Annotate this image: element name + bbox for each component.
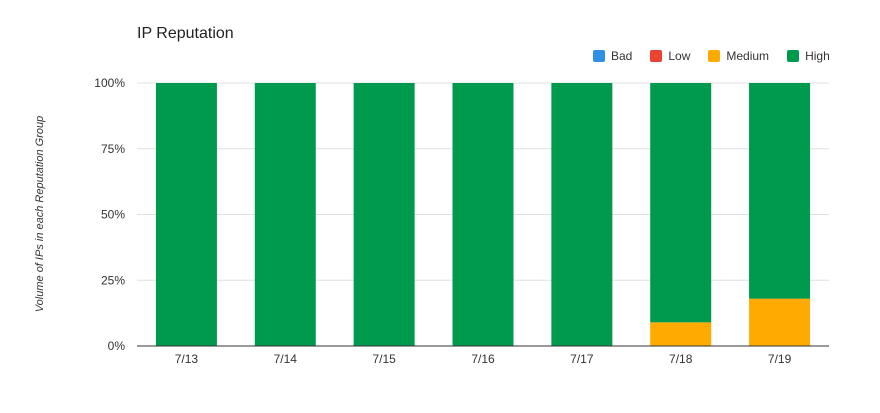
- x-tick-label: 7/13: [175, 352, 199, 366]
- bar-segment-high[interactable]: [353, 83, 415, 346]
- bar-segment-high[interactable]: [155, 83, 217, 346]
- legend-label-high: High: [805, 49, 830, 63]
- legend-item-low[interactable]: Low: [650, 49, 690, 63]
- legend-swatch-bad: [593, 50, 605, 62]
- legend-label-bad: Bad: [611, 49, 633, 63]
- x-tick-label: 7/14: [274, 352, 298, 366]
- bar-segment-high[interactable]: [254, 83, 316, 346]
- legend-item-medium[interactable]: Medium: [708, 49, 769, 63]
- bars: [155, 83, 811, 346]
- x-tick-labels: 7/13 7/14 7/15 7/16 7/17 7/18 7/19: [175, 352, 792, 366]
- legend-item-high[interactable]: High: [787, 49, 830, 63]
- y-tick-label: 0%: [108, 339, 126, 353]
- legend-swatch-high: [787, 50, 800, 62]
- bar-segment-medium[interactable]: [650, 322, 712, 346]
- bar-segment-high[interactable]: [551, 83, 613, 346]
- y-tick-label: 100%: [94, 76, 125, 90]
- y-tick-labels: 0% 25% 50% 75% 100%: [94, 76, 125, 353]
- legend: Bad Low Medium High: [593, 49, 830, 63]
- x-tick-label: 7/16: [471, 352, 495, 366]
- legend-label-low: Low: [668, 49, 691, 63]
- legend-item-bad[interactable]: Bad: [593, 49, 632, 63]
- chart-title: IP Reputation: [137, 25, 234, 42]
- x-tick-label: 7/15: [372, 352, 396, 366]
- bar-segment-high[interactable]: [452, 83, 514, 346]
- y-tick-label: 50%: [101, 208, 125, 222]
- y-tick-label: 25%: [101, 273, 125, 287]
- legend-swatch-medium: [708, 50, 721, 62]
- legend-label-medium: Medium: [726, 49, 770, 63]
- y-tick-label: 75%: [101, 142, 125, 156]
- x-tick-label: 7/17: [570, 352, 594, 366]
- bar-segment-high[interactable]: [749, 83, 811, 299]
- legend-swatch-low: [650, 50, 663, 62]
- x-tick-label: 7/19: [768, 352, 792, 366]
- x-tick-label: 7/18: [669, 352, 693, 366]
- bar-segment-high[interactable]: [650, 83, 712, 323]
- bar-segment-medium[interactable]: [749, 298, 811, 346]
